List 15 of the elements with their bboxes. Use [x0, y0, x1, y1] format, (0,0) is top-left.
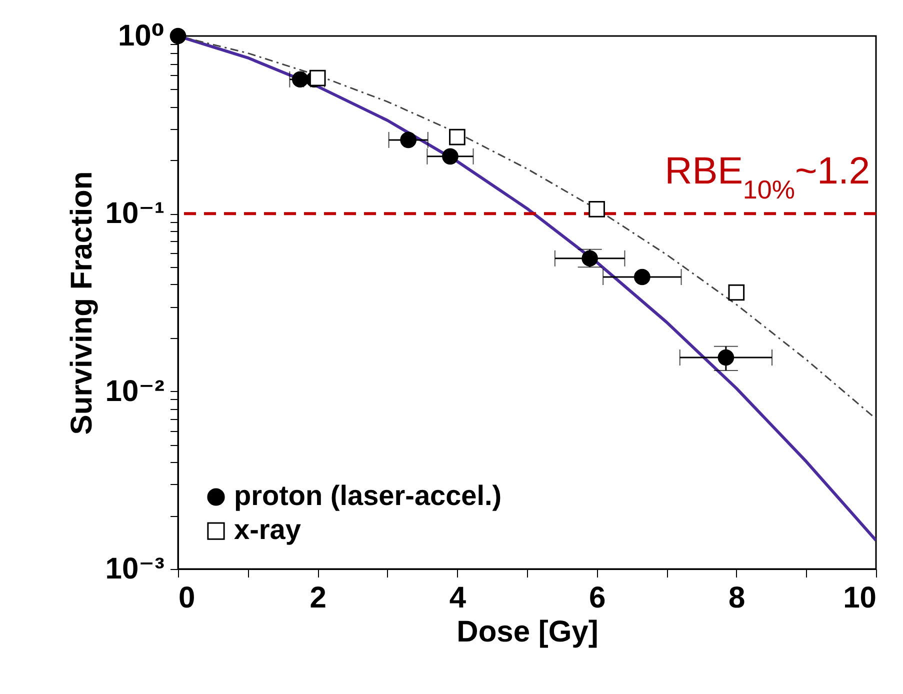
- x-tick-label: 10: [843, 582, 876, 614]
- y-tick-label: 10⁰: [118, 20, 164, 52]
- x-tick-label: 0: [178, 582, 196, 614]
- y-axis-title: Surviving Fraction: [65, 171, 98, 435]
- y-tick-label: 10⁻³: [105, 552, 164, 586]
- x-tick-label: 4: [449, 582, 466, 614]
- x-tick-label: 2: [310, 582, 326, 614]
- legend-label: x-ray: [234, 514, 302, 545]
- x-tick-label: 6: [588, 582, 606, 614]
- x-axis-title: Dose [Gy]: [456, 616, 598, 648]
- x-tick-label: 8: [728, 582, 746, 614]
- y-tick-label: 10⁻²: [105, 374, 164, 408]
- y-tick-label: 10⁻¹: [105, 197, 164, 230]
- ref-line-label: RBE$_{10%}$~1.2: [664, 150, 870, 205]
- legend-label: proton (laser-accel.): [234, 480, 502, 511]
